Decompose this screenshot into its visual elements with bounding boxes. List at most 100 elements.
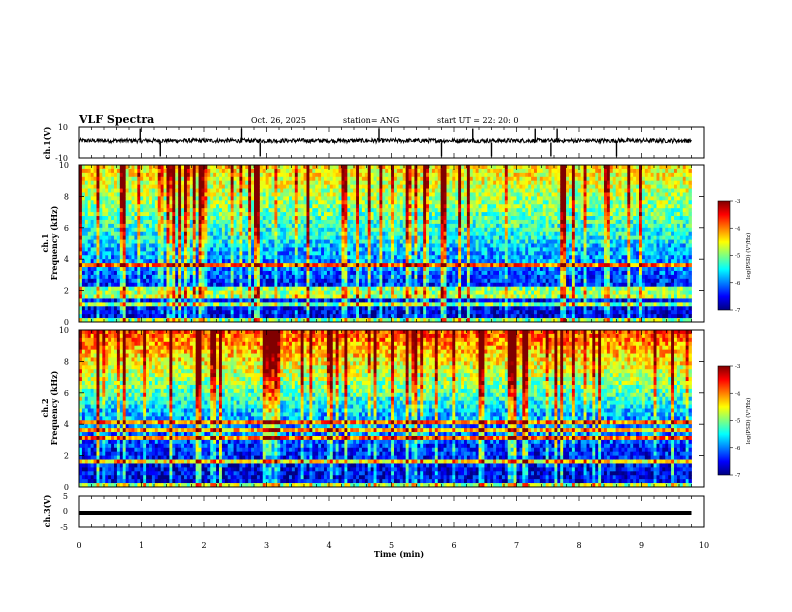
spectrogram-cell bbox=[143, 283, 146, 287]
spectrogram-cell bbox=[178, 208, 181, 212]
spectrogram-cell bbox=[298, 259, 301, 263]
spectrogram-cell bbox=[239, 306, 242, 310]
spectrogram-cell bbox=[251, 173, 254, 177]
spectrogram-cell bbox=[99, 271, 102, 275]
spectrogram-cell bbox=[129, 200, 132, 204]
spectrogram-cell bbox=[280, 259, 283, 263]
spectrogram-cell bbox=[99, 220, 102, 224]
spectrogram-cell bbox=[126, 251, 129, 255]
spectrogram-cell bbox=[394, 302, 397, 306]
spectrogram-cell bbox=[88, 208, 91, 212]
spectrogram-cell bbox=[283, 244, 286, 248]
spectrogram-cell bbox=[102, 298, 105, 302]
spectrogram-cell bbox=[167, 263, 170, 267]
spectrogram-cell bbox=[187, 291, 190, 295]
spectrogram-cell bbox=[137, 196, 140, 200]
spectrogram-cell bbox=[210, 236, 213, 240]
spectrogram-cell bbox=[406, 287, 409, 291]
spectrogram-cell bbox=[283, 295, 286, 299]
spectrogram-cell bbox=[350, 181, 353, 185]
spectrogram-cell bbox=[105, 275, 108, 279]
spectrogram-cell bbox=[105, 302, 108, 306]
spectrogram-cell bbox=[196, 196, 199, 200]
spectrogram-cell bbox=[409, 267, 412, 271]
spectrogram-cell bbox=[248, 263, 251, 267]
spectrogram-cell bbox=[426, 291, 429, 295]
spectrogram-cell bbox=[172, 169, 175, 173]
spectrogram-cell bbox=[108, 204, 111, 208]
spectrogram-cell bbox=[295, 255, 298, 259]
spectrogram-cell bbox=[280, 255, 283, 259]
spectrogram-cell bbox=[257, 291, 260, 295]
spectrogram-cell bbox=[199, 302, 202, 306]
spectrogram-cell bbox=[269, 181, 272, 185]
spectrogram-cell bbox=[379, 228, 382, 232]
spectrogram-cell bbox=[132, 220, 135, 224]
spectrogram-cell bbox=[263, 196, 266, 200]
spectrogram-cell bbox=[382, 224, 385, 228]
spectrogram-cell bbox=[164, 306, 167, 310]
spectrogram-cell bbox=[219, 240, 222, 244]
spectrogram-cell bbox=[406, 177, 409, 181]
spectrogram-cell bbox=[406, 259, 409, 263]
spectrogram-cell bbox=[190, 232, 193, 236]
spectrogram-cell bbox=[347, 169, 350, 173]
spectrogram-cell bbox=[391, 216, 394, 220]
spectrogram-cell bbox=[286, 177, 289, 181]
spectrogram-cell bbox=[263, 287, 266, 291]
spectrogram-cell bbox=[137, 298, 140, 302]
spectrogram-cell bbox=[172, 192, 175, 196]
spectrogram-cell bbox=[342, 228, 345, 232]
spectrogram-cell bbox=[204, 295, 207, 299]
spectrogram-cell bbox=[342, 165, 345, 169]
spectrogram-cell bbox=[417, 298, 420, 302]
spectrogram-cell bbox=[242, 212, 245, 216]
spectrogram-cell bbox=[298, 224, 301, 228]
spectrogram-cell bbox=[292, 240, 295, 244]
spectrogram-cell bbox=[412, 247, 415, 251]
spectrogram-cell bbox=[97, 236, 100, 240]
spectrogram-cell bbox=[213, 310, 216, 314]
spectrogram-cell bbox=[423, 232, 426, 236]
spectrogram-cell bbox=[225, 212, 228, 216]
spectrogram-cell bbox=[350, 275, 353, 279]
spectrogram-cell bbox=[158, 177, 161, 181]
spectrogram-cell bbox=[304, 216, 307, 220]
spectrogram-cell bbox=[438, 228, 441, 232]
spectrogram-cell bbox=[274, 314, 277, 318]
spectrogram-cell bbox=[368, 185, 371, 189]
spectrogram-cell bbox=[414, 298, 417, 302]
spectrogram-cell bbox=[152, 295, 155, 299]
spectrogram-cell bbox=[318, 212, 321, 216]
spectrogram-cell bbox=[248, 173, 251, 177]
spectrogram-cell bbox=[368, 298, 371, 302]
spectrogram-cell bbox=[426, 169, 429, 173]
spectrogram-cell bbox=[336, 177, 339, 181]
spectrogram-cell bbox=[336, 181, 339, 185]
spectrogram-cell bbox=[362, 302, 365, 306]
spectrogram-cell bbox=[391, 192, 394, 196]
spectrogram-cell bbox=[263, 189, 266, 193]
spectrogram-cell bbox=[126, 165, 129, 169]
spectrogram-cell bbox=[362, 314, 365, 318]
spectrogram-cell bbox=[435, 255, 438, 259]
spectrogram-cell bbox=[102, 228, 105, 232]
spectrogram-cell bbox=[178, 200, 181, 204]
spectrogram-cell bbox=[368, 200, 371, 204]
spectrogram-cell bbox=[356, 283, 359, 287]
spectrogram-cell bbox=[91, 291, 94, 295]
spectrogram-cell bbox=[280, 224, 283, 228]
spectrogram-cell bbox=[207, 247, 210, 251]
spectrogram-cell bbox=[409, 271, 412, 275]
spectrogram-cell bbox=[286, 302, 289, 306]
spectrogram-cell bbox=[196, 220, 199, 224]
spectrogram-cell bbox=[379, 189, 382, 193]
spectrogram-cell bbox=[333, 295, 336, 299]
spectrogram-cell bbox=[336, 165, 339, 169]
spectrogram-cell bbox=[132, 177, 135, 181]
spectrogram-cell bbox=[234, 263, 237, 267]
spectrogram-cell bbox=[420, 302, 423, 306]
spectrogram-cell bbox=[377, 279, 380, 283]
spectrogram-cell bbox=[269, 200, 272, 204]
spectrogram-cell bbox=[102, 196, 105, 200]
